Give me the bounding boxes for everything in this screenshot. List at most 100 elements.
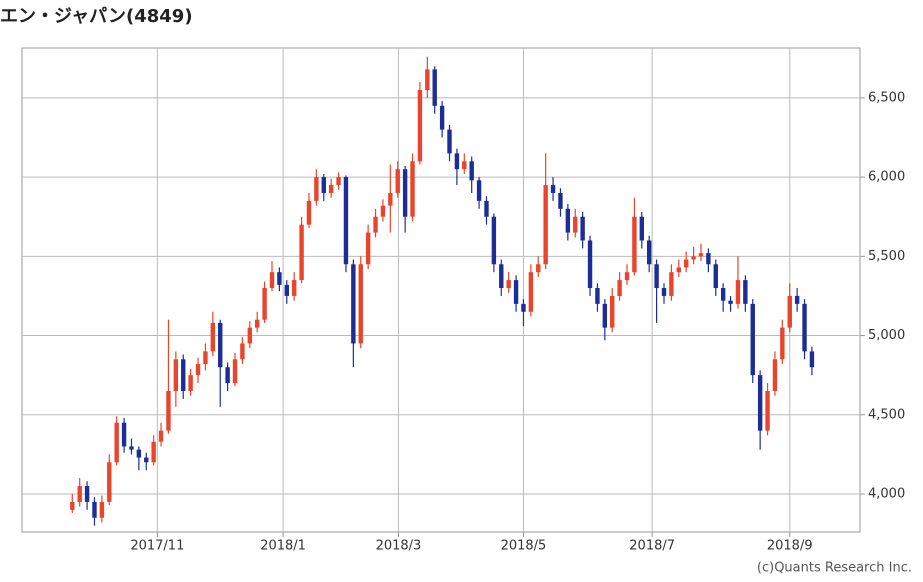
candle-body (543, 185, 548, 265)
candle-body (269, 272, 275, 289)
candle-body (314, 177, 319, 201)
candle-body (417, 89, 423, 162)
candle-body (610, 295, 615, 328)
candle-body (136, 449, 142, 458)
candle-body (654, 264, 659, 289)
candle-body (587, 240, 593, 289)
candle-body (181, 359, 186, 391)
candle-body (632, 216, 637, 273)
y-tick-label: 6,000 (868, 170, 905, 185)
candle-body (728, 300, 733, 304)
y-tick-label: 4,500 (868, 407, 905, 422)
x-tick-label: 2018/9 (767, 539, 813, 554)
candle-body (358, 264, 363, 344)
candle-body (595, 288, 600, 304)
candle-body (291, 280, 297, 296)
candle-body (506, 280, 511, 289)
candle-body (676, 267, 681, 273)
candle-body (114, 422, 119, 463)
candle-body (336, 177, 341, 186)
candle-body (683, 259, 689, 268)
candle-body (476, 180, 482, 201)
candle-body (388, 192, 393, 206)
candle-body (573, 216, 578, 233)
candle-body (121, 422, 127, 447)
candle-body (809, 351, 815, 368)
candle-body (365, 232, 371, 265)
candle-body (772, 359, 778, 391)
candle-body (99, 501, 105, 518)
candle-body (484, 200, 489, 217)
candle-body (698, 253, 704, 257)
candle-body (720, 288, 726, 301)
candle-body (787, 295, 792, 328)
candle-body (558, 192, 563, 209)
candle-body (225, 367, 230, 384)
candle-body (439, 105, 445, 130)
candle-body (321, 177, 326, 193)
candle-body (380, 205, 386, 217)
candle-body (624, 272, 630, 281)
candle-body (713, 264, 718, 289)
candle-body (757, 375, 763, 431)
candle-body (402, 169, 408, 217)
candle-body (410, 161, 415, 217)
candle-body (395, 169, 400, 193)
y-tick-label: 5,000 (868, 328, 905, 343)
candle-body (210, 322, 216, 352)
candle-body (232, 359, 238, 384)
candle-body (639, 216, 645, 241)
candle-body (77, 486, 82, 502)
candle-body (240, 343, 245, 360)
candle-body (306, 200, 312, 225)
chart-title: エン・ジャパン(4849) (0, 6, 193, 27)
candle-body (255, 319, 260, 328)
candle-body (70, 501, 75, 510)
candle-body (299, 224, 304, 281)
candle-body (203, 351, 208, 365)
x-tick-label: 2018/7 (629, 539, 675, 554)
candle-body (328, 185, 334, 193)
candle-body (528, 272, 534, 312)
candle-body (499, 264, 504, 289)
y-tick-label: 6,500 (868, 90, 905, 105)
x-tick-label: 2017/11 (130, 539, 184, 554)
candle-body (647, 240, 652, 265)
candle-body (454, 153, 460, 170)
candle-body (743, 280, 748, 304)
candle-body (166, 390, 171, 431)
candle-body (565, 208, 571, 233)
candle-body (188, 375, 193, 391)
candle-body (195, 364, 201, 376)
candle-body (802, 303, 807, 352)
candle-body (550, 185, 556, 193)
candle-body (794, 295, 800, 304)
candle-body (107, 462, 112, 502)
candle-body (373, 216, 378, 233)
x-tick-label: 2018/5 (501, 539, 547, 554)
candle-body (218, 322, 223, 368)
candle-body (284, 284, 289, 296)
x-tick-label: 2018/3 (376, 539, 422, 554)
candle-body (735, 280, 741, 304)
candle-body (780, 327, 785, 360)
candle-body (425, 69, 430, 90)
candle-body (462, 161, 467, 170)
candle-body (129, 446, 134, 450)
candle-body (765, 390, 770, 431)
candle-body (602, 303, 608, 328)
candle-body (536, 264, 541, 273)
credit: (c)Quants Research Inc. (757, 561, 912, 576)
candle-body (691, 256, 696, 260)
candle-body (247, 327, 253, 344)
candle-body (351, 264, 356, 344)
candle-body (706, 253, 711, 265)
candle-body (92, 501, 97, 518)
candle-body (491, 216, 497, 265)
candle-body (580, 216, 585, 241)
candle-body (151, 441, 156, 463)
candle-body (84, 486, 90, 502)
candle-body (277, 272, 282, 285)
candle-body (144, 457, 149, 463)
